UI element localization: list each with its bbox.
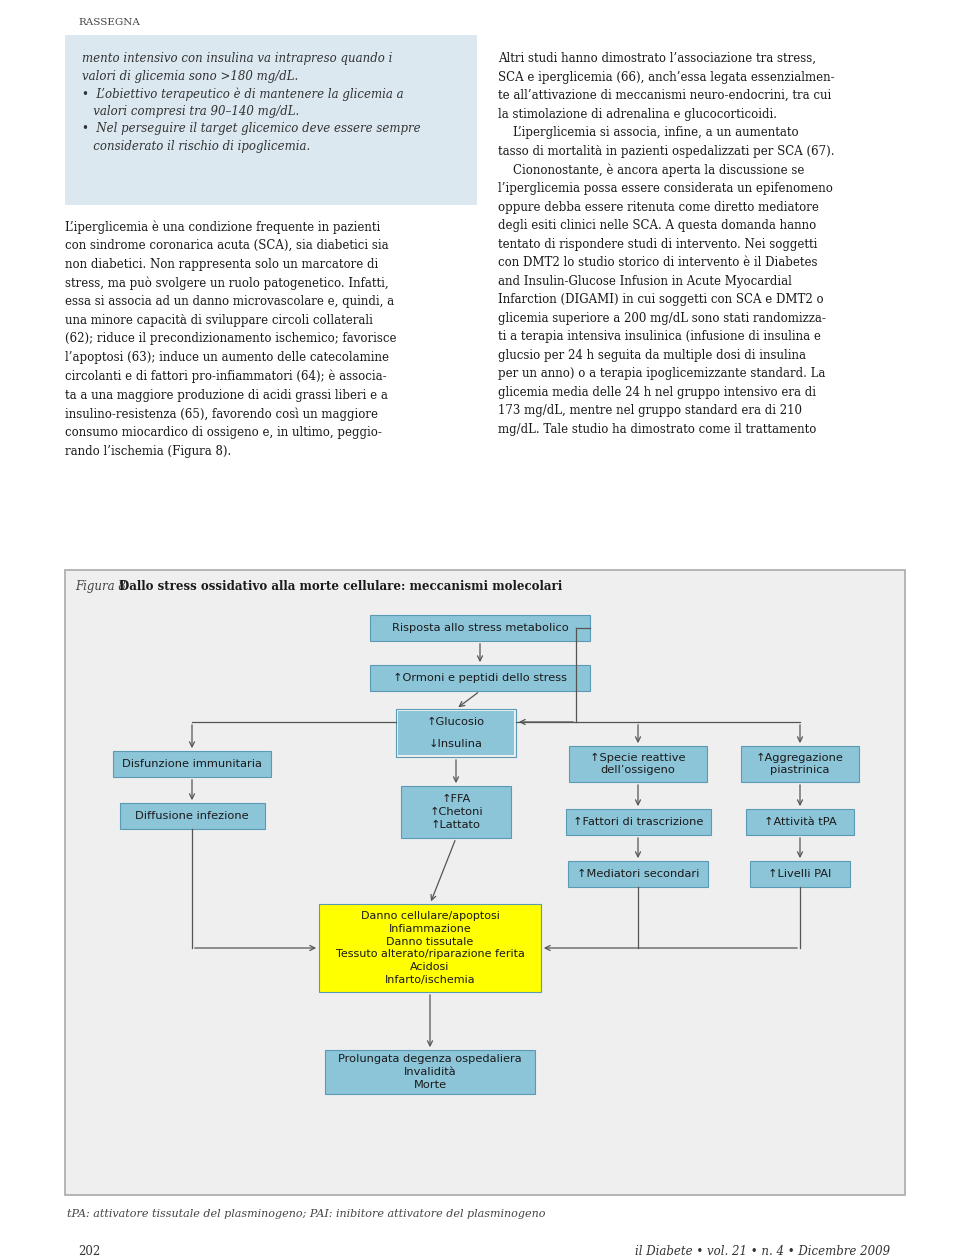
- Text: il Diabete • vol. 21 • n. 4 • Dicembre 2009: il Diabete • vol. 21 • n. 4 • Dicembre 2…: [635, 1245, 890, 1258]
- Text: ↑Attività tPA: ↑Attività tPA: [764, 817, 836, 827]
- Bar: [65, 35, 477, 205]
- Bar: [569, 747, 707, 782]
- Text: ↑Specie reattive
dell’ossigeno: ↑Specie reattive dell’ossigeno: [590, 753, 685, 776]
- Text: ↓Insulina: ↓Insulina: [429, 739, 483, 749]
- Bar: [65, 570, 905, 1195]
- Bar: [398, 733, 514, 755]
- Text: ↑Mediatori secondari: ↑Mediatori secondari: [577, 869, 699, 879]
- Bar: [325, 1050, 535, 1094]
- Bar: [568, 861, 708, 888]
- Text: ↑Fattori di trascrizione: ↑Fattori di trascrizione: [573, 817, 703, 827]
- Bar: [370, 614, 590, 641]
- Text: RASSEGNA: RASSEGNA: [78, 18, 140, 26]
- Bar: [746, 810, 854, 835]
- Text: mento intensivo con insulina va intrapreso quando i: mento intensivo con insulina va intrapre…: [82, 52, 393, 65]
- Text: considerato il rischio di ipoglicemia.: considerato il rischio di ipoglicemia.: [82, 140, 310, 152]
- Text: Danno cellulare/apoptosi
Infiammazione
Danno tissutale
Tessuto alterato/riparazi: Danno cellulare/apoptosi Infiammazione D…: [336, 912, 524, 985]
- Text: •  Nel perseguire il target glicemico deve essere sempre: • Nel perseguire il target glicemico dev…: [82, 122, 420, 135]
- Bar: [565, 810, 710, 835]
- Bar: [396, 709, 516, 757]
- Text: Dallo stress ossidativo alla morte cellulare: meccanismi molecolari: Dallo stress ossidativo alla morte cellu…: [119, 580, 563, 593]
- Text: Altri studi hanno dimostrato l’associazione tra stress,
SCA e iperglicemia (66),: Altri studi hanno dimostrato l’associazi…: [498, 52, 834, 436]
- Bar: [319, 904, 541, 992]
- Text: ↑Livelli PAI: ↑Livelli PAI: [768, 869, 831, 879]
- Text: valori di glicemia sono >180 mg/dL.: valori di glicemia sono >180 mg/dL.: [82, 69, 299, 83]
- Text: ↑Ormoni e peptidi dello stress: ↑Ormoni e peptidi dello stress: [393, 674, 567, 684]
- Bar: [398, 711, 514, 733]
- Text: ↑Glucosio: ↑Glucosio: [427, 716, 485, 726]
- Text: Disfunzione immunitaria: Disfunzione immunitaria: [122, 759, 262, 769]
- Bar: [741, 747, 859, 782]
- Text: L’iperglicemia è una condizione frequente in pazienti
con sindrome coronarica ac: L’iperglicemia è una condizione frequent…: [65, 220, 396, 458]
- Bar: [119, 803, 265, 828]
- Bar: [750, 861, 850, 888]
- Bar: [113, 752, 271, 777]
- Text: ↑FFA
↑Chetoni
↑Lattato: ↑FFA ↑Chetoni ↑Lattato: [429, 794, 483, 830]
- Bar: [401, 786, 511, 838]
- Text: Risposta allo stress metabolico: Risposta allo stress metabolico: [392, 623, 568, 633]
- Bar: [370, 665, 590, 691]
- Text: valori compresi tra 90–140 mg/dL.: valori compresi tra 90–140 mg/dL.: [82, 104, 300, 117]
- Text: Diffusione infezione: Diffusione infezione: [135, 811, 249, 821]
- Text: tPA: attivatore tissutale del plasminogeno; PAI: inibitore attivatore del plasmi: tPA: attivatore tissutale del plasminoge…: [67, 1209, 545, 1219]
- Text: •  L’obiettivo terapeutico è di mantenere la glicemia a: • L’obiettivo terapeutico è di mantenere…: [82, 87, 403, 101]
- Text: 202: 202: [78, 1245, 100, 1258]
- Text: Prolungata degenza ospedaliera
Invalidità
Morte: Prolungata degenza ospedaliera Invalidit…: [338, 1054, 522, 1090]
- Text: Figura 8: Figura 8: [75, 580, 130, 593]
- Text: ↑Aggregazione
piastrinica: ↑Aggregazione piastrinica: [756, 753, 844, 776]
